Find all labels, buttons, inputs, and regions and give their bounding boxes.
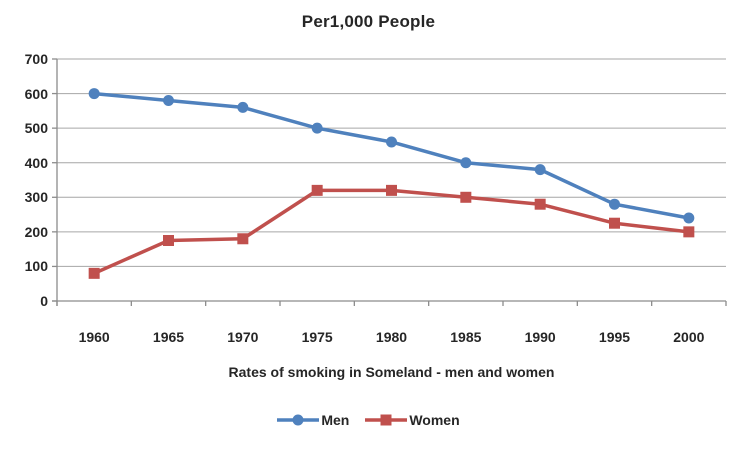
- data-point-men-1995: [609, 198, 620, 210]
- data-point-women-1975: [311, 184, 323, 196]
- x-tick-label: 1995: [598, 329, 631, 345]
- chart-title: Per1,000 People: [301, 12, 436, 31]
- y-tick-label: 0: [40, 293, 48, 309]
- y-tick-label: 400: [24, 154, 48, 171]
- data-point-women-1995: [609, 217, 620, 229]
- data-point-men-1985: [460, 157, 472, 169]
- x-tick-label: 1970: [227, 329, 259, 345]
- x-tick-label: 1960: [78, 329, 110, 345]
- x-tick-label: 2000: [673, 329, 705, 345]
- data-point-men-1960: [88, 88, 100, 100]
- data-point-men-2000: [683, 212, 695, 224]
- legend-label: Women: [409, 412, 460, 428]
- y-tick-label: 500: [24, 120, 48, 137]
- data-point-men-1965: [163, 94, 174, 106]
- y-tick-label: 600: [24, 85, 48, 102]
- data-point-men-1975: [311, 122, 323, 134]
- y-tick-label: 700: [24, 51, 48, 67]
- data-point-women-1985: [460, 191, 472, 203]
- x-tick-label: 1980: [375, 329, 408, 345]
- x-tick-label: 1975: [301, 329, 333, 345]
- legend-item-men: Men: [277, 412, 349, 428]
- data-point-women-1990: [534, 198, 546, 210]
- legend-label: Men: [321, 412, 350, 428]
- data-point-women-2000: [683, 226, 695, 238]
- data-point-men-1990: [534, 164, 546, 176]
- data-point-men-1980: [386, 136, 397, 148]
- x-axis-title: Rates of smoking in Someland - men and w…: [228, 364, 555, 380]
- data-point-men-1970: [237, 101, 249, 113]
- x-tick-label: 1990: [524, 329, 556, 345]
- x-tick-label: 1985: [450, 329, 482, 345]
- legend: Men Women: [0, 412, 737, 428]
- data-point-women-1960: [88, 267, 100, 279]
- legend-marker-circle-icon: [277, 414, 320, 426]
- data-point-women-1965: [163, 235, 174, 246]
- x-tick-label: 1965: [152, 329, 185, 345]
- y-tick-label: 300: [24, 189, 48, 206]
- y-tick-label: 100: [24, 258, 48, 275]
- data-point-women-1970: [237, 233, 249, 245]
- series-line-men: [94, 91, 690, 220]
- legend-marker-square-icon: [365, 414, 408, 426]
- data-point-women-1980: [386, 184, 397, 196]
- legend-item-women: Women: [365, 412, 460, 428]
- y-tick-label: 200: [24, 223, 48, 240]
